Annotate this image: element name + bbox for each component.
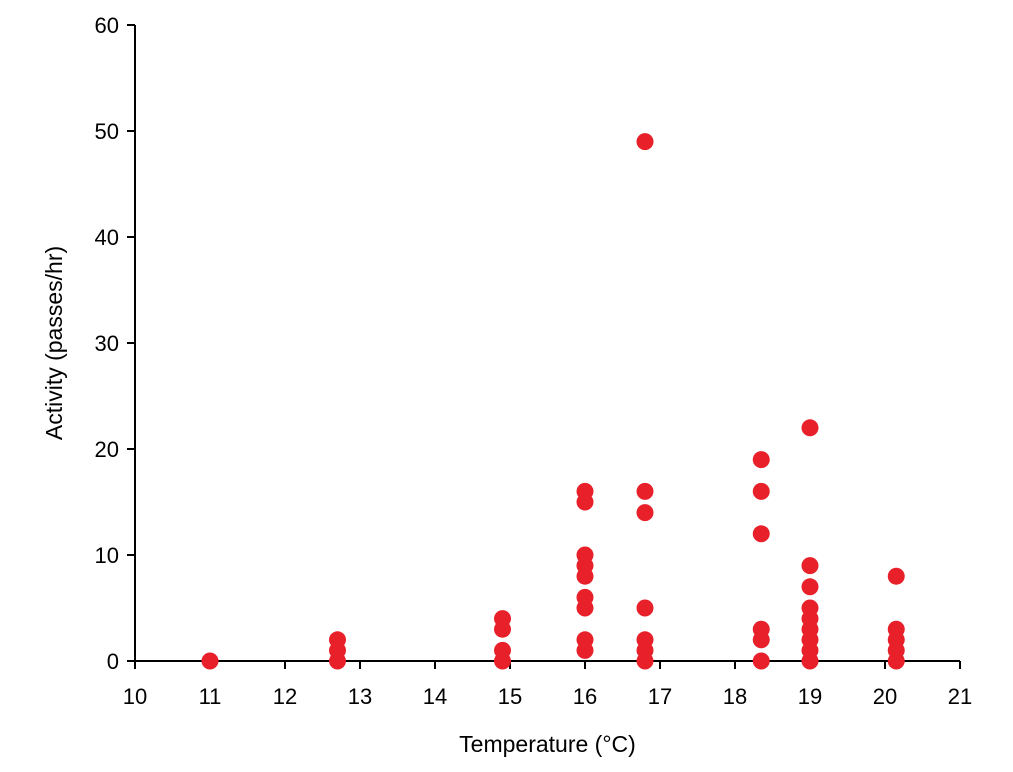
x-tick-label: 15 [498, 684, 522, 709]
data-point [576, 546, 594, 564]
x-axis-ticks: 10 11 12 13 14 15 16 17 18 19 20 21 [123, 661, 972, 709]
data-point [801, 557, 819, 575]
data-point [576, 588, 594, 606]
x-tick-label: 13 [348, 684, 372, 709]
data-point [201, 652, 219, 670]
data-point [636, 133, 654, 151]
data-point [576, 631, 594, 649]
x-tick-label: 19 [798, 684, 822, 709]
data-point [752, 620, 770, 638]
data-point [636, 504, 654, 522]
x-tick-label: 17 [648, 684, 672, 709]
data-point [494, 610, 511, 628]
x-tick-label: 14 [423, 684, 447, 709]
data-point [801, 578, 819, 596]
data-point [329, 631, 346, 649]
data-points [201, 133, 905, 670]
x-axis-title: Temperature (°C) [459, 731, 636, 757]
x-tick-label: 21 [948, 684, 972, 709]
y-tick-label: 40 [95, 225, 119, 250]
y-tick-label: 10 [95, 543, 119, 568]
data-point [576, 482, 594, 500]
data-point [801, 419, 819, 437]
x-tick-label: 16 [573, 684, 597, 709]
x-tick-label: 10 [123, 684, 147, 709]
data-point [494, 641, 511, 659]
data-point [801, 599, 819, 617]
x-tick-label: 20 [873, 684, 897, 709]
data-point [636, 482, 654, 500]
data-point [752, 652, 770, 670]
y-axis-ticks: 0 10 20 30 40 50 60 [95, 13, 135, 674]
data-point [752, 451, 770, 469]
data-point [636, 631, 654, 649]
y-tick-label: 20 [95, 437, 119, 462]
x-tick-label: 18 [723, 684, 747, 709]
x-tick-label: 12 [273, 684, 297, 709]
y-tick-label: 60 [95, 13, 119, 38]
x-tick-label: 11 [199, 684, 222, 709]
data-point [636, 599, 654, 617]
y-tick-label: 30 [95, 331, 119, 356]
data-point [887, 567, 905, 585]
y-tick-label: 0 [107, 649, 119, 674]
y-tick-label: 50 [95, 119, 119, 144]
data-point [752, 482, 770, 500]
y-axis-title: Activity (passes/hr) [41, 246, 67, 440]
data-point [887, 620, 905, 638]
data-point [752, 525, 770, 543]
